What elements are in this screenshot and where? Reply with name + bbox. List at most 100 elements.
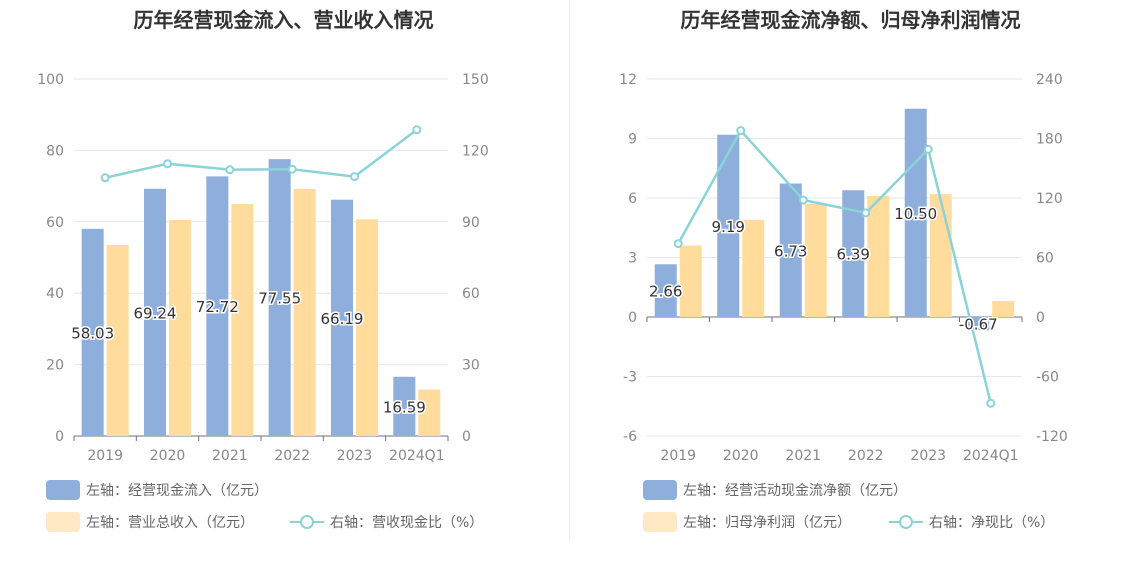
line-point [673, 239, 683, 249]
line-point [287, 164, 297, 174]
y-right-tick-label: -120 [1036, 429, 1068, 445]
line-point [986, 398, 996, 408]
line-series [677, 128, 992, 404]
legend-swatch-bar-icon [46, 512, 80, 532]
legend-swatch-line-icon [290, 512, 324, 532]
legend-item-bar-primary[interactable]: 左轴：经营活动现金流净额（亿元） [643, 480, 907, 500]
y-right-tick-label: 60 [462, 286, 480, 302]
legend-label: 左轴：经营活动现金流净额（亿元） [683, 483, 907, 499]
bar-primary [717, 134, 740, 317]
y-right-tick-label: 0 [462, 429, 471, 445]
bar-secondary [418, 389, 441, 436]
bar-data-label: 6.39 [837, 246, 870, 264]
chart-panel-right: 历年经营现金流净额、归母净利润情况 -6 -120 -3 -60 0 0 3 60 6 120 9 1… [567, 0, 1134, 582]
legend-item-line[interactable]: 右轴：营收现金比（%） [290, 512, 483, 532]
legend-swatch-bar-icon [643, 512, 677, 532]
bar-primary [654, 264, 677, 317]
y-right-tick-label: -60 [1036, 370, 1059, 386]
x-tick-label: 2021 [785, 448, 821, 464]
bar-primary [904, 108, 927, 317]
bar-data-label: 9.19 [712, 218, 745, 236]
bar-data-label: 77.55 [258, 290, 301, 308]
bar-primary [144, 188, 166, 436]
bar-data-label: 72.72 [196, 298, 239, 316]
line-point [350, 172, 359, 182]
legend-swatch-line-icon [889, 512, 923, 532]
line-point [923, 144, 933, 154]
y-left-tick-label: 60 [46, 215, 64, 231]
bar-primary [81, 228, 104, 436]
legend-label: 左轴：经营现金流入（亿元） [86, 483, 268, 499]
bar-data-label: 66.19 [321, 310, 364, 328]
bar-secondary [742, 219, 765, 317]
x-tick-label: 2024Q1 [963, 448, 1019, 464]
bar-primary [393, 376, 416, 436]
bar-data-label: 6.73 [774, 242, 807, 260]
line-point [861, 208, 871, 218]
chart-plot: -6 -120 -3 -60 0 0 3 60 6 120 9 180 12 240 2019 2020 202… [619, 72, 1068, 464]
y-right-tick-label: 30 [462, 358, 480, 374]
legend-swatch-bar-icon [46, 480, 80, 500]
y-right-tick-label: 0 [1036, 310, 1045, 326]
line-point [736, 126, 746, 136]
y-right-tick-label: 120 [462, 143, 489, 159]
x-tick-label: 2023 [910, 448, 946, 464]
y-right-tick-label: 120 [1036, 191, 1063, 207]
legend-item-bar-primary[interactable]: 左轴：经营现金流入（亿元） [46, 480, 268, 500]
line-series [104, 128, 418, 179]
line-point [163, 159, 172, 169]
legend-label: 右轴：净现比（%） [929, 515, 1055, 531]
legend-item-line[interactable]: 右轴：净现比（%） [889, 512, 1054, 532]
legend-label: 左轴：归母净利润（亿元） [683, 515, 851, 531]
bar-secondary [169, 220, 191, 436]
y-left-tick-label: 100 [37, 72, 64, 88]
bar-secondary [992, 301, 1015, 317]
bar-data-label: 69.24 [134, 304, 177, 322]
line-point [100, 173, 110, 183]
x-tick-label: 2020 [150, 448, 186, 464]
x-tick-label: 2022 [274, 448, 310, 464]
bar-data-label: 10.50 [894, 205, 937, 223]
x-tick-label: 2022 [848, 448, 884, 464]
y-left-tick-label: 3 [628, 251, 637, 267]
y-right-tick-label: 150 [462, 72, 489, 88]
legend-swatch-bar-icon [643, 480, 677, 500]
x-tick-label: 2024Q1 [389, 448, 445, 464]
y-left-tick-label: 6 [628, 191, 637, 207]
bar-secondary [679, 245, 702, 317]
bar-secondary [231, 203, 254, 436]
y-right-tick-label: 60 [1036, 251, 1054, 267]
line-point [412, 125, 422, 135]
bar-secondary [106, 245, 129, 436]
y-right-tick-label: 240 [1036, 72, 1063, 88]
x-tick-label: 2021 [212, 448, 248, 464]
bar-primary [331, 199, 353, 436]
y-left-tick-label: 80 [46, 143, 64, 159]
line-point [225, 165, 235, 175]
legend-item-bar-secondary[interactable]: 左轴：归母净利润（亿元） [643, 512, 851, 532]
bar-primary [206, 176, 229, 437]
legend-item-bar-secondary[interactable]: 左轴：营业总收入（亿元） [46, 512, 254, 532]
chart-title: 历年经营现金流入、营业收入情况 [133, 8, 434, 32]
bar-data-label: 2.66 [649, 283, 682, 301]
legend-label: 右轴：营收现金比（%） [330, 515, 484, 531]
bar-secondary [804, 203, 827, 317]
panel-divider [569, 0, 570, 540]
chart-plot: 0 0 20 30 40 60 60 90 80 120 100 150 2019 2020 2021 202… [37, 72, 489, 464]
x-tick-label: 2019 [660, 448, 696, 464]
bar-secondary [356, 219, 378, 436]
y-right-tick-label: 180 [1036, 132, 1063, 148]
y-left-tick-label: 0 [55, 429, 64, 445]
bar-primary [842, 190, 865, 317]
bar-data-label: -0.67 [959, 316, 998, 334]
bar-secondary [293, 188, 316, 436]
x-tick-label: 2019 [87, 448, 123, 464]
line-point [798, 195, 808, 205]
bar-primary [268, 159, 291, 437]
chart-panel-left: 历年经营现金流入、营业收入情况 0 0 20 30 40 60 60 90 80 120 100 15… [37, 8, 489, 532]
y-left-tick-label: 40 [46, 286, 64, 302]
y-right-tick-label: 90 [462, 215, 480, 231]
y-left-tick-label: 20 [46, 358, 64, 374]
x-tick-label: 2020 [723, 448, 759, 464]
bar-secondary [867, 196, 890, 317]
